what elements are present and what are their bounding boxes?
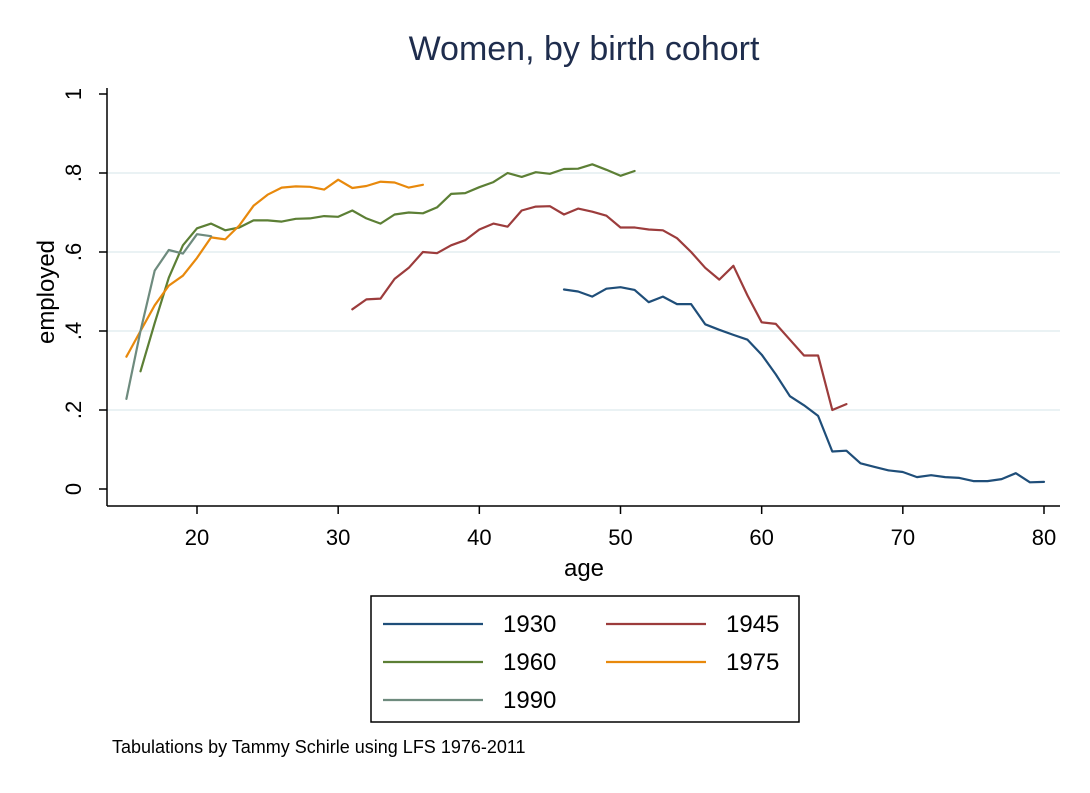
gridlines	[107, 172, 1060, 411]
series-line-1975	[125, 178, 424, 358]
y-ticks: 0 .2 .4 .6 .8 1	[61, 88, 107, 495]
y-tick-label: .6	[61, 243, 86, 261]
x-axis-label: age	[564, 555, 604, 582]
y-tick-label: 1	[61, 88, 86, 100]
y-axis-label: employed	[33, 240, 60, 344]
chart-title: Women, by birth cohort	[409, 30, 760, 68]
x-ticks: 20 30 40 50 60 70 80	[185, 506, 1056, 550]
series-lines	[125, 163, 1046, 484]
legend-label-1990: 1990	[503, 687, 556, 714]
legend-label-1960: 1960	[503, 649, 556, 676]
legend-label-1930: 1930	[503, 611, 556, 638]
legend: 1930 1945 1960 1975 1990	[383, 611, 779, 714]
x-tick-label: 80	[1032, 525, 1056, 550]
source-note: Tabulations by Tammy Schirle using LFS 1…	[112, 737, 526, 757]
series-line-1945	[351, 205, 848, 412]
y-tick-label: .8	[61, 164, 86, 182]
y-tick-label: .4	[61, 322, 86, 340]
x-tick-label: 40	[467, 525, 491, 550]
x-tick-label: 30	[326, 525, 350, 550]
y-tick-label: 0	[61, 483, 86, 495]
series-line-1930	[562, 286, 1046, 484]
series-line-1960	[139, 163, 636, 373]
x-tick-label: 50	[608, 525, 632, 550]
series-line-1990	[125, 233, 213, 400]
x-tick-label: 20	[185, 525, 209, 550]
legend-label-1975: 1975	[726, 649, 779, 676]
x-tick-label: 60	[749, 525, 773, 550]
x-tick-label: 70	[891, 525, 915, 550]
y-tick-label: .2	[61, 401, 86, 419]
legend-label-1945: 1945	[726, 611, 779, 638]
